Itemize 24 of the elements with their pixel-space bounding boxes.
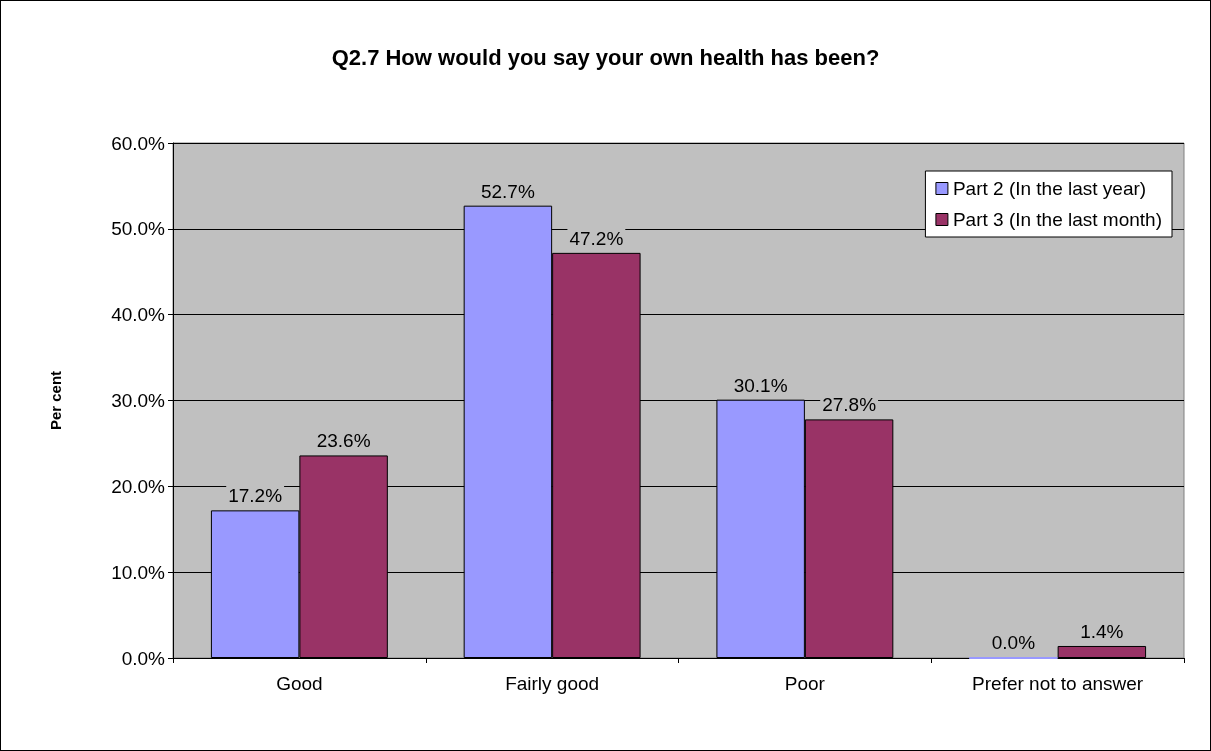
legend-label: Part 3 (In the last month)	[952, 209, 1162, 230]
data-label: 30.1%	[733, 374, 788, 396]
y-tick-label: 50.0%	[111, 218, 166, 240]
data-label: 1.4%	[1080, 620, 1124, 642]
chart-title: Q2.7 How would you say your own health has been?	[331, 44, 880, 70]
legend-label: Part 2 (In the last year)	[952, 178, 1147, 199]
y-tick-label: 10.0%	[111, 561, 166, 583]
data-label: 23.6%	[316, 430, 371, 452]
y-tick-label: 20.0%	[111, 475, 166, 497]
x-tick-label: Poor	[784, 673, 826, 694]
y-tick-label: 60.0%	[111, 132, 166, 154]
y-tick-label: 0.0%	[121, 647, 166, 669]
data-label: 0.0%	[991, 632, 1036, 653]
y-tick-label: 30.0%	[111, 390, 166, 411]
x-tick-label: Prefer not to answer	[972, 673, 1144, 694]
y-axis-title: Per cent	[47, 370, 64, 431]
bar	[1057, 645, 1147, 658]
y-tick-label: 40.0%	[111, 304, 166, 326]
data-label: 17.2%	[228, 485, 283, 507]
x-tick-label: Good	[276, 673, 323, 694]
data-label: 47.2%	[569, 227, 624, 249]
data-label: 52.7%	[480, 180, 535, 202]
x-tick-label: Fairly good	[505, 673, 600, 694]
data-label: 27.8%	[822, 394, 877, 416]
